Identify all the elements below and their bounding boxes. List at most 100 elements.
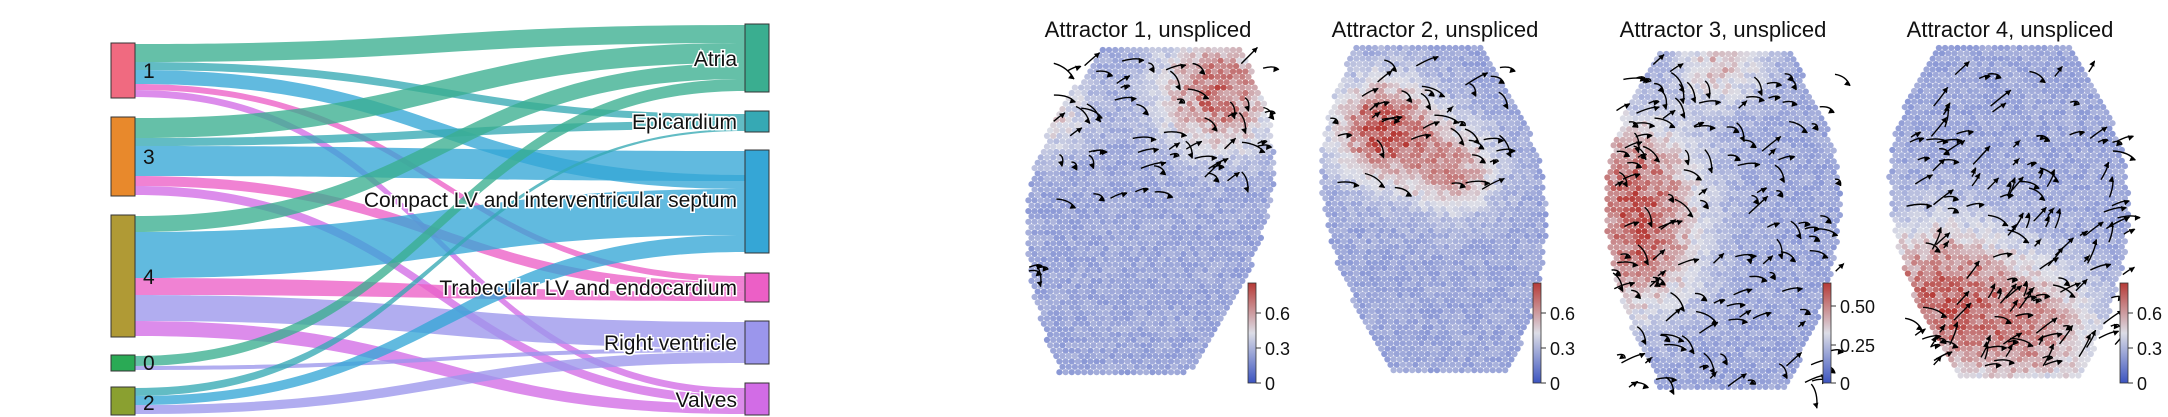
tissue-spot (1198, 347, 1206, 354)
tissue-spot (1489, 163, 1496, 170)
tissue-spot (1053, 138, 1060, 145)
tissue-spot (1136, 46, 1144, 54)
tissue-spot (1242, 79, 1249, 86)
tissue-spot (1508, 356, 1515, 363)
tissue-spot (1242, 250, 1249, 258)
tissue-spot (1130, 175, 1137, 182)
arrowhead-icon (1211, 125, 1217, 132)
tissue-spot (1371, 216, 1379, 223)
tissue-spot (1468, 350, 1475, 358)
tissue-spot (1152, 116, 1159, 123)
tissue-spot (1437, 211, 1444, 218)
tissue-spot (1146, 288, 1153, 295)
tissue-spot (1121, 331, 1128, 338)
tissue-spot (1412, 189, 1419, 197)
tissue-spot (1759, 67, 1766, 74)
tissue-spot (1508, 120, 1515, 127)
tissue-spot (1068, 208, 1075, 215)
tissue-spot (1666, 56, 1673, 63)
tissue-spot (1378, 163, 1385, 170)
tissue-spot (1155, 57, 1162, 64)
tissue-spot (1233, 191, 1240, 199)
tissue-spot (1644, 115, 1651, 122)
tissue-spot (1242, 165, 1249, 172)
tissue-spot (1208, 116, 1215, 123)
tissue-spot (1062, 143, 1069, 150)
tissue-spot (1087, 143, 1094, 150)
tissue-spot (1399, 61, 1406, 68)
tissue-spot (1186, 326, 1193, 333)
tissue-spot (1365, 302, 1372, 309)
velocity-streamline (1110, 192, 1128, 199)
tissue-spot (1236, 165, 1243, 172)
tissue-spot (1517, 222, 1524, 229)
tissue-spot (1359, 259, 1366, 266)
tissue-spot (1208, 181, 1215, 188)
tissue-spot (1468, 265, 1475, 272)
tissue-spot (1480, 200, 1487, 207)
tissue-spot (1449, 146, 1456, 154)
tissue-spot (1356, 157, 1363, 164)
tissue-spot (1062, 165, 1069, 172)
tissue-spot (1115, 170, 1122, 177)
tissue-spot (1350, 125, 1357, 132)
tissue-spot (1143, 132, 1150, 139)
tissue-spot (1688, 104, 1695, 111)
tissue-spot (1722, 163, 1729, 170)
tissue-spot (1226, 106, 1233, 113)
tissue-spot (1437, 168, 1444, 175)
tissue-spot (1161, 229, 1168, 236)
tissue-spot (1334, 87, 1341, 95)
tissue-spot (1099, 315, 1106, 322)
tissue-spot (1406, 200, 1413, 207)
tissue-spot (1121, 310, 1128, 317)
tissue-spot (1040, 256, 1047, 263)
tissue-spot (1452, 184, 1459, 191)
arrowhead-icon (1459, 183, 1466, 189)
tissue-spot (1050, 347, 1057, 354)
arrowhead-icon (1102, 149, 1108, 156)
tissue-spot (1208, 310, 1215, 317)
tissue-spot (1118, 68, 1125, 75)
tissue-spot (1167, 154, 1175, 161)
tissue-spot (1260, 165, 1268, 172)
tissue-spot (1468, 232, 1475, 239)
tissue-spot (1099, 304, 1106, 311)
sankey-link (135, 146, 745, 181)
tissue-spot (1102, 352, 1109, 360)
tissue-spot (1350, 82, 1357, 89)
tissue-spot (1396, 141, 1403, 148)
tissue-spot (1446, 66, 1453, 73)
tissue-spot (1217, 46, 1224, 54)
tissue-spot (1468, 71, 1475, 78)
tissue-spot (1047, 299, 1054, 306)
tissue-spot (1334, 141, 1341, 148)
tissue-spot (1381, 286, 1388, 293)
target-label-valves: Valves (676, 389, 737, 412)
tissue-spot (1381, 211, 1388, 218)
tissue-spot (1074, 218, 1082, 225)
tissue-spot (1371, 227, 1379, 234)
tissue-spot (1464, 324, 1472, 331)
tissue-spot (1220, 245, 1227, 252)
tissue-spot (1787, 147, 1794, 154)
tissue-spot (1062, 272, 1069, 279)
tissue-spot (1146, 63, 1153, 70)
tissue-spot (1180, 293, 1187, 301)
tissue-spot (1180, 111, 1187, 118)
tissue-spot (1697, 56, 1704, 63)
tissue-spot (1489, 206, 1496, 213)
tissue-spot (1223, 261, 1230, 268)
tissue-spot (1762, 93, 1769, 101)
tissue-spot (1402, 163, 1410, 170)
tissue-spot (1074, 89, 1082, 97)
tissue-spot (1635, 99, 1642, 106)
tissue-spot (1390, 216, 1397, 223)
tissue-spot (1130, 143, 1137, 150)
arrowhead-icon (1211, 155, 1217, 161)
tissue-spot (1669, 50, 1676, 58)
tissue-spot (1499, 168, 1506, 175)
tissue-spot (1402, 152, 1410, 159)
tissue-spot (1325, 222, 1332, 229)
tissue-spot (1112, 68, 1119, 75)
